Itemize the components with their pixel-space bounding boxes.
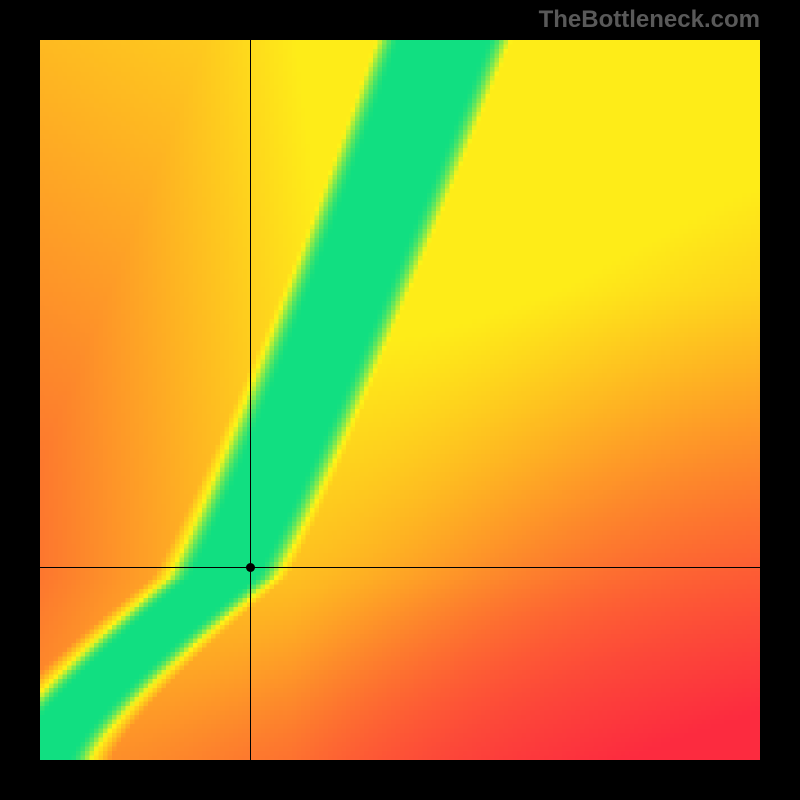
watermark-text: TheBottleneck.com [539,6,760,34]
crosshair-horizontal [40,567,760,568]
heatmap-canvas [40,40,760,760]
chart-container: TheBottleneck.com [0,0,800,800]
crosshair-vertical [250,40,251,760]
crosshair-dot [246,563,255,572]
